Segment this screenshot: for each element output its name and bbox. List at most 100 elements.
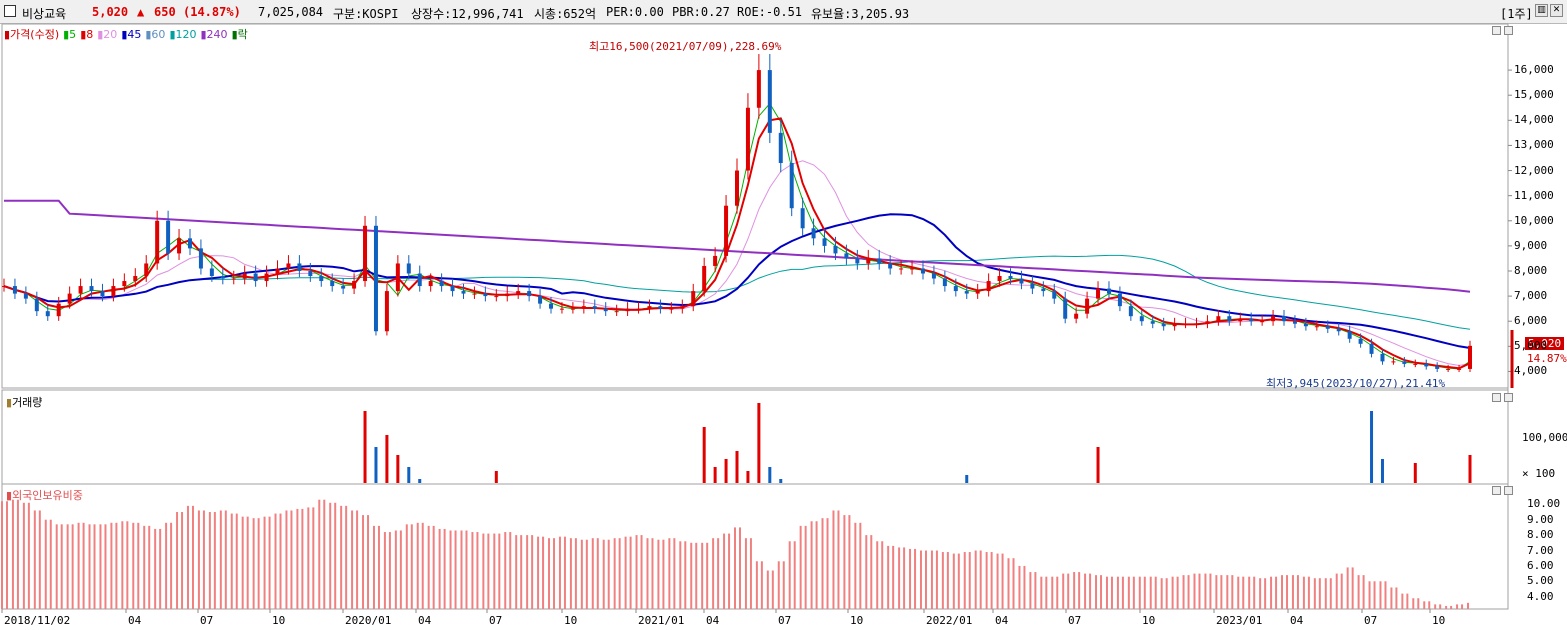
candle-body xyxy=(538,296,543,304)
foreign-bar xyxy=(66,524,69,609)
volume-pane-close-button[interactable] xyxy=(1504,393,1513,402)
foreign-pane-maximize-button[interactable] xyxy=(1492,486,1501,495)
change-arrow-icon: ▲ xyxy=(137,5,145,19)
volume-bar xyxy=(724,459,728,483)
legend-item-3[interactable]: ▮20 xyxy=(97,28,118,41)
foreign-bar xyxy=(1121,576,1124,609)
foreign-bar xyxy=(33,510,36,609)
legend-item-5[interactable]: ▮60 xyxy=(145,28,166,41)
legend-item-6[interactable]: ▮120 xyxy=(169,28,197,41)
legend-item-1[interactable]: ▮5 xyxy=(63,28,77,41)
foreign-bar xyxy=(1401,593,1404,609)
legend-item-0[interactable]: ▮가격(수정) xyxy=(4,28,60,41)
price-pane-frame xyxy=(1,23,1509,389)
foreign-bar xyxy=(1340,573,1343,609)
candle-body xyxy=(1358,338,1363,344)
foreign-bar xyxy=(515,535,518,609)
high-annotation: 최고16,500(2021/07/09),228.69% xyxy=(589,40,782,53)
foreign-bar xyxy=(246,516,249,609)
close-icon[interactable]: ✕ xyxy=(1550,4,1563,17)
foreign-bar xyxy=(788,541,791,609)
candle-body xyxy=(1435,366,1440,369)
volume-bar xyxy=(702,427,706,483)
foreign-bar xyxy=(1171,576,1174,609)
legend-item-8[interactable]: ▮락 xyxy=(231,28,248,41)
candle-body xyxy=(417,273,422,287)
foreign-bar xyxy=(1067,573,1070,609)
foreign-bar xyxy=(640,535,643,609)
foreign-bar xyxy=(1456,604,1459,609)
select-checkbox[interactable] xyxy=(4,5,16,17)
volume-pane-maximize-button[interactable] xyxy=(1492,393,1501,402)
foreign-bar xyxy=(165,522,168,609)
candle-body xyxy=(363,225,368,282)
candle-body xyxy=(1216,316,1221,322)
candle-body xyxy=(352,281,357,289)
candle-body xyxy=(1292,321,1297,324)
period-selector[interactable]: [1주] xyxy=(1500,7,1533,21)
foreign-bar xyxy=(1018,565,1021,609)
candle-body xyxy=(1325,326,1330,329)
foreign-axis-label: 9.00 xyxy=(1527,512,1554,526)
candle-body xyxy=(986,281,991,292)
foreign-bar xyxy=(1105,576,1108,609)
foreign-bar xyxy=(213,512,216,609)
candle-body xyxy=(264,273,269,282)
candle-body xyxy=(920,268,925,274)
candle-body xyxy=(647,306,652,309)
candle-body xyxy=(1150,321,1155,324)
stock-name: 비상교육 xyxy=(22,7,67,21)
pane-close-button[interactable] xyxy=(1504,26,1513,35)
foreign-bar xyxy=(449,530,452,609)
pane-maximize-button[interactable] xyxy=(1492,26,1501,35)
candle-body xyxy=(23,293,28,299)
foreign-bar xyxy=(520,535,523,609)
foreign-bar xyxy=(1357,575,1360,609)
foreign-bar xyxy=(1160,578,1163,609)
foreign-bar xyxy=(760,561,763,609)
candle-body xyxy=(1030,283,1035,289)
foreign-bar xyxy=(1198,573,1201,609)
foreign-bar xyxy=(279,513,282,609)
time-axis-label: 04 xyxy=(128,614,142,627)
candle-body xyxy=(1019,278,1024,284)
candle-body xyxy=(1052,291,1057,299)
candle-body xyxy=(702,265,707,292)
foreign-bar xyxy=(1176,576,1179,609)
foreign-bar xyxy=(44,519,47,609)
foreign-bar xyxy=(526,535,529,609)
foreign-bar xyxy=(558,536,561,609)
volume-bar xyxy=(779,479,783,483)
foreign-bar xyxy=(585,539,588,609)
per-value: PER:0.00 xyxy=(606,5,664,19)
foreign-bar xyxy=(121,521,124,609)
foreign-bar xyxy=(810,521,813,609)
foreign-bar xyxy=(1379,581,1382,609)
candle-body xyxy=(1249,318,1254,322)
foreign-bar xyxy=(323,499,326,609)
volume-bar xyxy=(1380,459,1384,483)
current-price-tag: 5,020 xyxy=(1525,337,1565,350)
legend-item-4[interactable]: ▮45 xyxy=(121,28,142,41)
foreign-bar xyxy=(476,532,479,609)
split-view-icon[interactable]: ▥ xyxy=(1535,4,1548,17)
candle-body xyxy=(549,303,554,309)
foreign-bar xyxy=(115,522,118,609)
foreign-bar xyxy=(137,522,140,609)
foreign-bar xyxy=(1100,575,1103,609)
candle-body xyxy=(855,258,860,264)
legend-item-7[interactable]: ▮240 xyxy=(200,28,228,41)
foreign-bar xyxy=(848,515,851,609)
foreign-pane-close-button[interactable] xyxy=(1504,486,1513,495)
legend-item-2[interactable]: ▮8 xyxy=(80,28,94,41)
foreign-bar xyxy=(55,524,58,609)
candle-body xyxy=(406,263,411,274)
foreign-bar xyxy=(1291,575,1294,609)
foreign-bar xyxy=(427,525,430,609)
foreign-bar xyxy=(274,513,277,609)
candle-body xyxy=(1106,288,1111,294)
foreign-bar xyxy=(734,527,736,609)
ma45-line xyxy=(3,213,1471,349)
candle-body xyxy=(144,263,149,277)
